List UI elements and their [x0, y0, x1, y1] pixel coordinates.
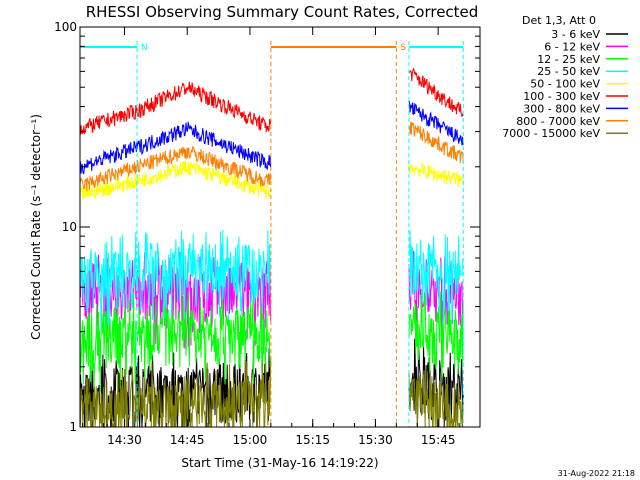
y-axis-label: Corrected Count Rate (s⁻¹ detector⁻¹) [29, 114, 43, 340]
legend-label-5: 50 - 100 keV [530, 78, 600, 91]
legend-label-8: 800 - 7000 keV [516, 115, 600, 128]
series-3-line-1 [79, 291, 272, 392]
series-6 [79, 68, 464, 137]
series-7-line-1 [79, 121, 272, 175]
x-axis-label: Start Time (31-May-16 14:19:22) [181, 456, 378, 470]
annotation-label-1: N [141, 43, 148, 53]
legend-label-1: 3 - 6 keV [551, 28, 600, 41]
series-6-line-1 [79, 81, 272, 137]
x-tick-label-2: 14:45 [170, 433, 205, 447]
y-tick-label-2: 10 [62, 220, 77, 234]
legend-label-9: 7000 - 15000 keV [502, 127, 600, 140]
series-8-line-1 [79, 145, 272, 191]
series-5 [79, 160, 464, 201]
legend-label-4: 25 - 50 keV [537, 65, 600, 78]
series-4 [79, 229, 464, 331]
series-5-line-2 [408, 162, 464, 187]
series-8 [79, 121, 464, 191]
annotation-label-3: S [400, 43, 406, 53]
series-9-line-1 [79, 359, 272, 429]
x-tick-label-5: 15:30 [358, 433, 393, 447]
x-tick-label-6: 15:45 [421, 433, 456, 447]
x-tick-label-4: 15:15 [295, 433, 330, 447]
series-3-line-2 [408, 287, 464, 381]
series-5-line-1 [79, 160, 271, 201]
x-tick-label-3: 15:00 [233, 433, 268, 447]
chart-title: RHESSI Observing Summary Count Rates, Co… [86, 3, 479, 21]
legend-label-6: 100 - 300 keV [523, 90, 600, 103]
y-tick-label-1: 1 [69, 420, 77, 434]
x-axis: 14:30 14:45 15:00 15:15 15:30 15:45 [82, 27, 481, 447]
y-axis: 1 10 100 [54, 20, 480, 434]
legend-label-2: 6 - 12 keV [544, 40, 600, 53]
series-7-line-2 [408, 100, 464, 146]
legend-label-3: 12 - 25 keV [537, 53, 600, 66]
y-tick-label-3: 100 [54, 20, 77, 34]
series-4-line-2 [408, 230, 464, 324]
series-6-line-2 [408, 68, 464, 117]
series-3 [79, 287, 464, 392]
annotation-interval-2 [408, 41, 464, 427]
legend-label-7: 300 - 800 keV [523, 102, 600, 115]
x-tick-label-1: 14:30 [107, 433, 142, 447]
timestamp: 31-Aug-2022 21:18 [558, 469, 635, 478]
legend-header: Det 1,3, Att 0 [522, 14, 596, 27]
series-4-line-1 [79, 229, 272, 331]
series-9-line-2 [408, 365, 464, 428]
series-7 [79, 100, 464, 175]
series-8-line-2 [408, 121, 464, 164]
annotation-interval-3: S [270, 41, 406, 427]
series-9 [79, 359, 464, 429]
plot-area [79, 68, 464, 429]
